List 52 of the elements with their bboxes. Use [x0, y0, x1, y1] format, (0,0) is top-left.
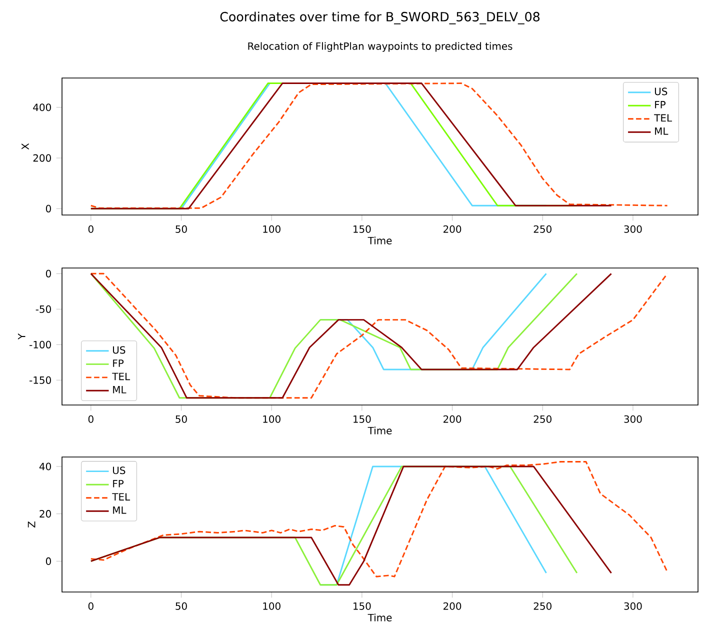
- x-tick-label: 50: [176, 225, 187, 233]
- y-tick-label: 20: [40, 510, 51, 518]
- legend-label: FP: [113, 480, 124, 488]
- x-tick-label: 50: [176, 602, 187, 610]
- y-tick-label: 40: [39, 462, 51, 470]
- legend-label: US: [113, 466, 126, 474]
- x-tick-label: 200: [444, 225, 462, 233]
- x-tick-label: 0: [88, 415, 94, 423]
- y-axis-title: Y: [18, 333, 26, 340]
- y-tick-label: -100: [30, 340, 51, 348]
- y-tick-label: 0: [46, 270, 51, 278]
- chart-title: Coordinates over time for B_SWORD_563_DELV_08: [220, 12, 540, 24]
- y-tick-label: -150: [30, 376, 51, 384]
- x-tick-label: 250: [534, 415, 552, 423]
- x-tick-label: 100: [263, 602, 280, 610]
- legend-label: TEL: [112, 493, 130, 500]
- x-tick-label: 300: [624, 225, 642, 233]
- x-tick-label: 300: [624, 602, 642, 610]
- x-tick-label: 0: [88, 602, 94, 610]
- x-tick-label: 100: [263, 225, 280, 233]
- legend-label: US: [654, 88, 668, 96]
- legend-label: TEL: [112, 372, 130, 380]
- x-tick-label: 200: [444, 415, 462, 423]
- y-axis-title: Z: [28, 522, 36, 528]
- y-tick-label: 0: [46, 557, 51, 565]
- legend-label: ML: [113, 386, 126, 394]
- x-tick-label: 200: [444, 602, 462, 610]
- x-tick-label: 100: [263, 415, 280, 423]
- line-series: [90, 461, 668, 578]
- legend-label: ML: [113, 506, 126, 514]
- y-tick-label: 400: [33, 104, 51, 112]
- legend-label: FP: [655, 101, 666, 108]
- x-tick-label: 300: [624, 415, 642, 423]
- x-axis-title: Time: [368, 614, 392, 622]
- x-tick-label: 0: [88, 225, 94, 233]
- x-axis-title: Time: [368, 426, 392, 434]
- x-tick-label: 150: [354, 415, 371, 423]
- y-tick-label: -50: [36, 305, 51, 313]
- x-tick-label: 150: [354, 225, 371, 233]
- chart-subtitle: Relocation of FlightPlan waypoints to predicted times: [248, 42, 512, 52]
- legend-label: US: [113, 346, 126, 354]
- y-axis-title: X: [22, 143, 29, 150]
- legend-label: TEL: [654, 114, 672, 122]
- x-tick-label: 150: [354, 602, 371, 610]
- legend-label: ML: [655, 128, 668, 135]
- x-axis-title: Time: [368, 236, 392, 244]
- x-tick-label: 250: [534, 602, 552, 610]
- x-tick-label: 50: [176, 415, 187, 423]
- x-tick-label: 250: [534, 225, 552, 233]
- y-tick-label: 0: [46, 204, 51, 212]
- legend-label: FP: [113, 360, 124, 367]
- y-tick-label: 200: [33, 154, 51, 162]
